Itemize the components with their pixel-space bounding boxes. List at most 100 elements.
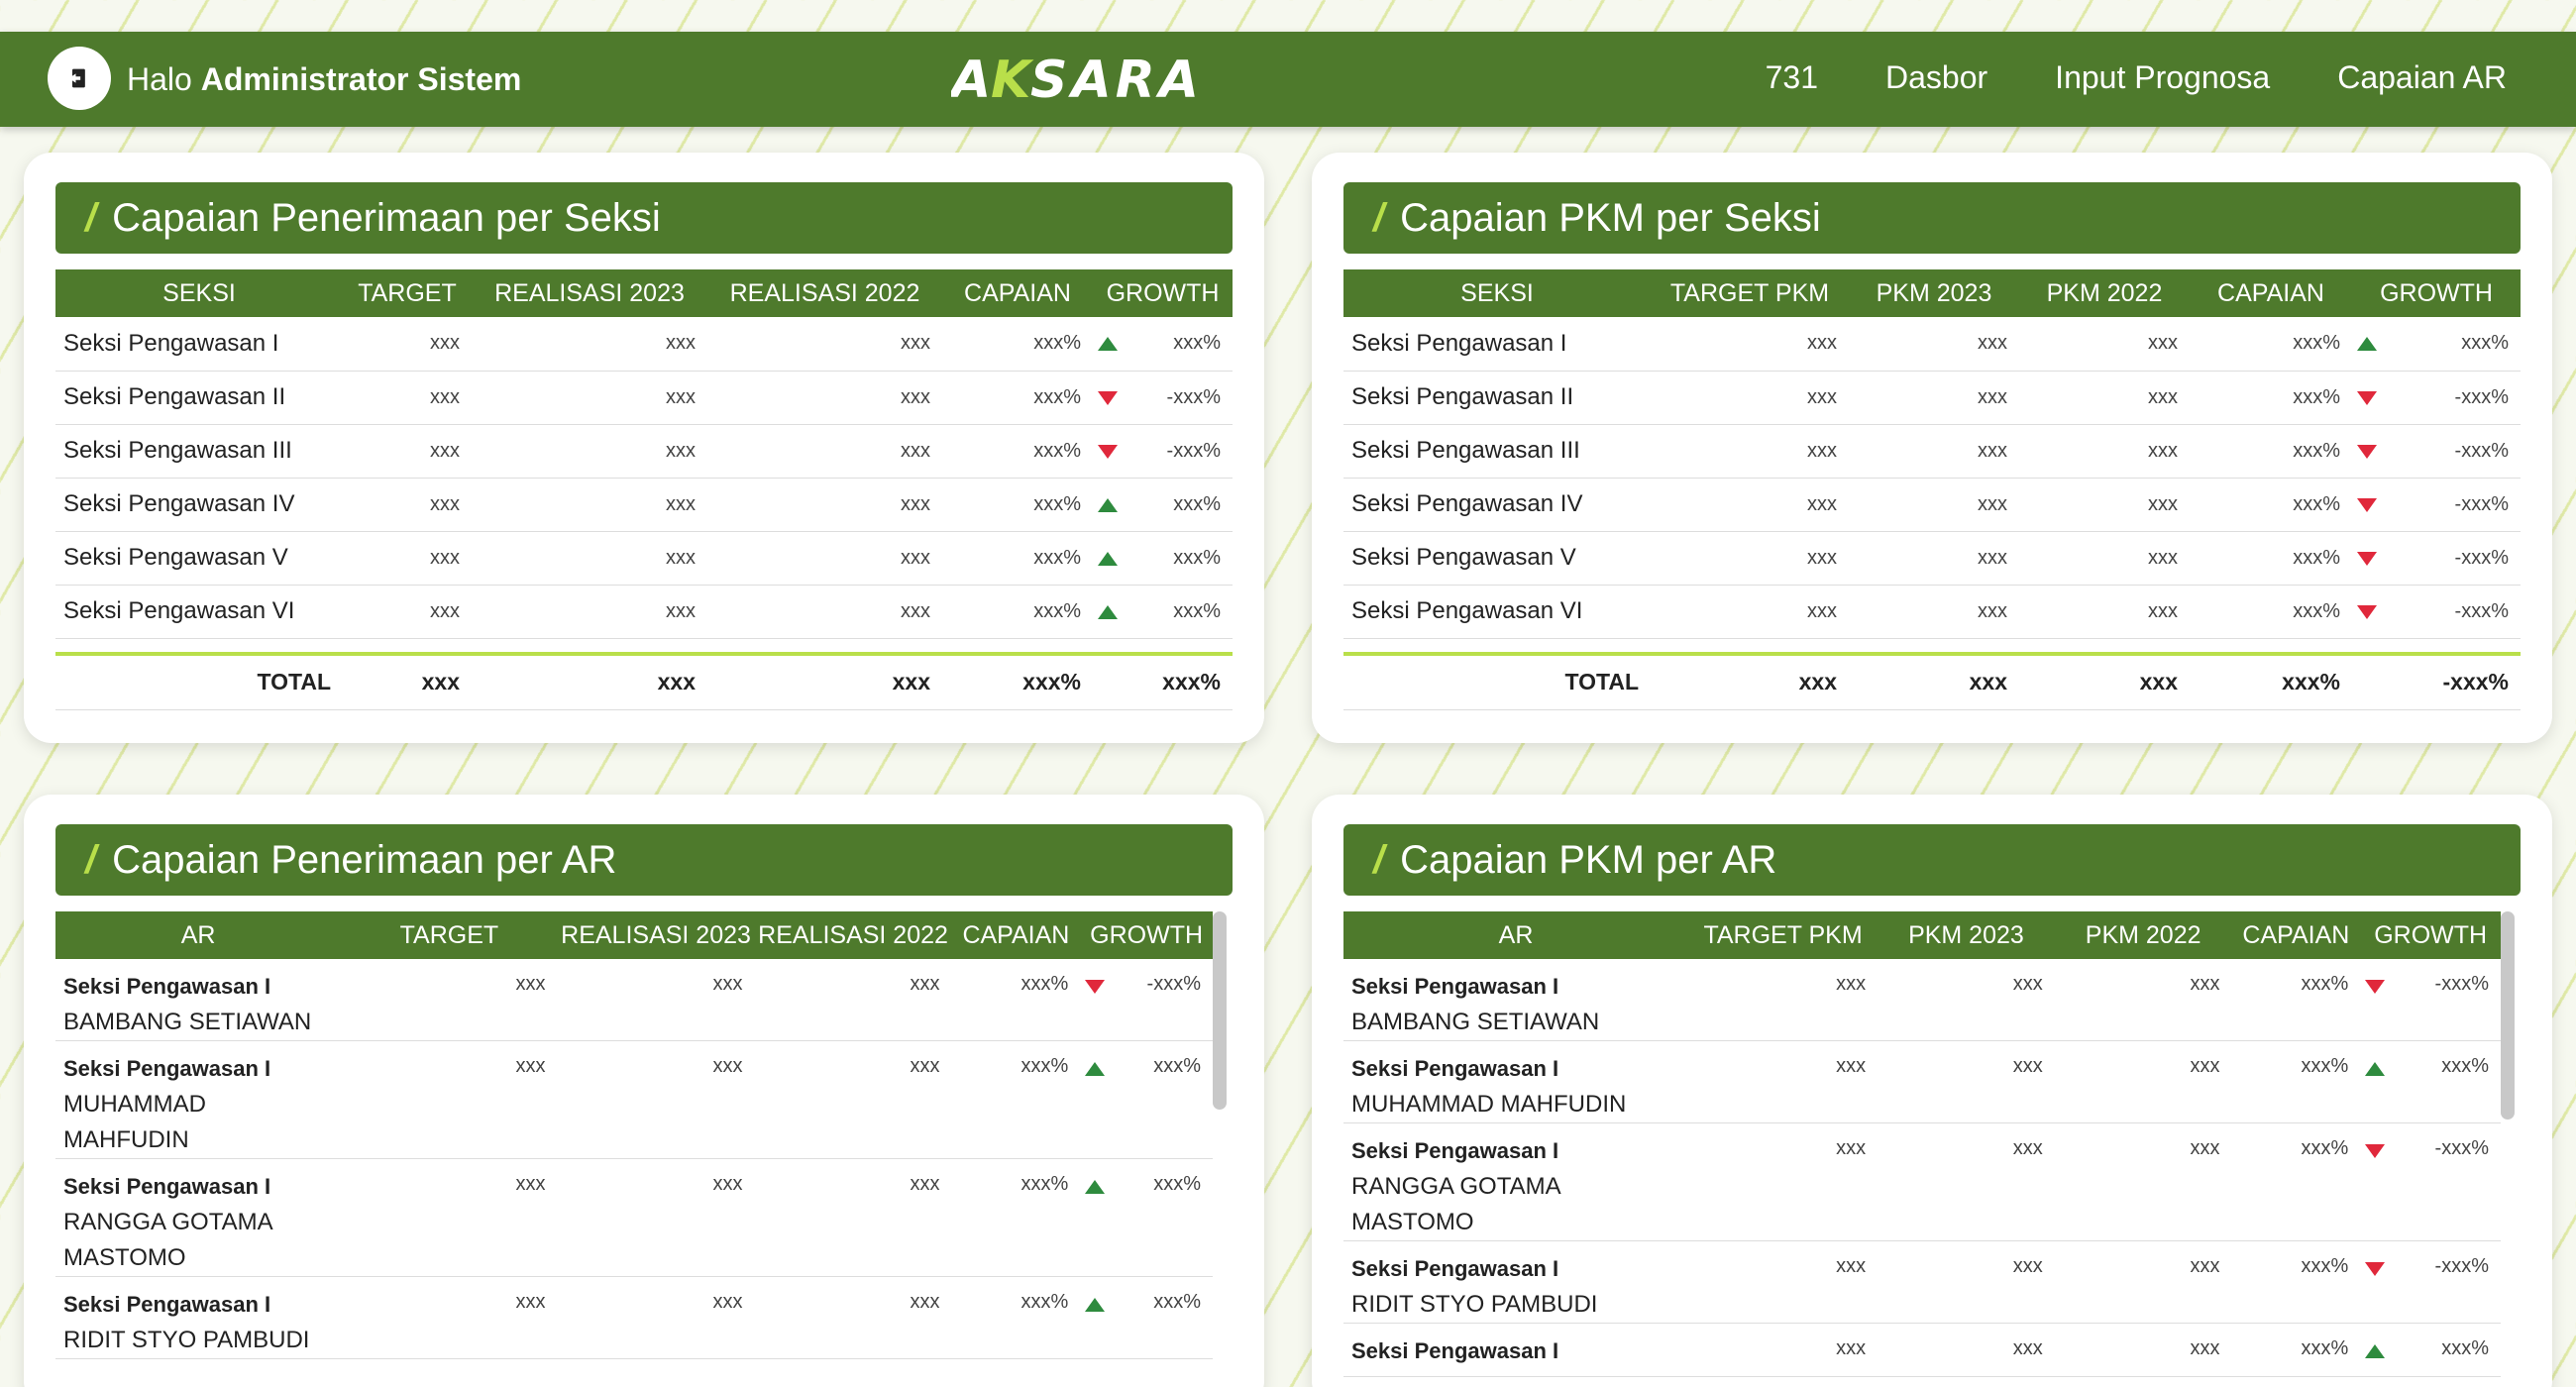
cell-growth: xxx% xyxy=(1123,317,1233,372)
column-header[interactable]: AR xyxy=(1343,911,1689,959)
column-header[interactable]: GROWTH xyxy=(2352,269,2521,317)
column-header[interactable]: PKM 2022 xyxy=(2019,269,2190,317)
column-header[interactable]: GROWTH xyxy=(1080,911,1213,959)
column-header[interactable]: TARGET xyxy=(343,269,472,317)
column-header[interactable]: TARGET PKM xyxy=(1651,269,1849,317)
cell-growth: xxx% xyxy=(1123,478,1233,532)
table-row[interactable]: Seksi Pengawasan I MUHAMMAD MAHFUDIN xxx xx… xyxy=(1343,1040,2501,1123)
column-header[interactable]: CAPAIAN xyxy=(951,911,1081,959)
ar-name: MASTOMO xyxy=(63,1244,186,1271)
table-row[interactable]: Seksi Pengawasan I RIDIT STYO PAMBUDI xxx x… xyxy=(1343,1240,2501,1324)
table-row[interactable]: Seksi Pengawasan IV xxx xxx xxx xxx% xxx% xyxy=(55,478,1233,532)
trend-cell xyxy=(2352,371,2382,425)
cell-growth: -xxx% xyxy=(2382,531,2521,586)
cell-capaian: xxx% xyxy=(2190,585,2352,639)
column-header[interactable]: PKM 2023 xyxy=(1849,269,2019,317)
ar-name-cell: Seksi Pengawasan I RANGGA GOTAMA MASTOMO xyxy=(55,1158,342,1277)
table-row[interactable]: Seksi Pengawasan I RANGGA GOTAMA MASTOMO xx… xyxy=(55,1158,1213,1277)
cell-growth: xxx% xyxy=(1123,585,1233,639)
spacer-row xyxy=(55,638,1233,654)
total-growth: -xxx% xyxy=(2382,652,2521,710)
cell-r1: xxx xyxy=(1878,1040,2055,1123)
cell-r1: xxx xyxy=(1878,1240,2055,1324)
cell-r1: xxx xyxy=(472,531,707,586)
column-header[interactable]: TARGET PKM xyxy=(1688,911,1878,959)
trend-cell xyxy=(1080,1158,1111,1277)
trend-cell xyxy=(2352,585,2382,639)
table-row[interactable]: Seksi Pengawasan I MUHAMMAD MAHFUDIN xxx xxx… xyxy=(55,1040,1213,1159)
trend-cell xyxy=(1080,1276,1111,1359)
seksi-label: Seksi Pengawasan I xyxy=(63,974,271,999)
cell-r1: xxx xyxy=(472,478,707,532)
column-header[interactable]: AR xyxy=(55,911,342,959)
column-header[interactable]: REALISASI 2022 xyxy=(707,269,942,317)
trend-down-icon xyxy=(2365,980,2386,994)
table-row[interactable]: Seksi Pengawasan II xxx xxx xxx xxx% -xxx% xyxy=(1343,371,2521,425)
seksi-label: Seksi Pengawasan I xyxy=(63,1056,271,1081)
table-row[interactable]: Seksi Pengawasan I BAMBANG SETIAWAN xxx xxx… xyxy=(1343,959,2501,1041)
trend-cell xyxy=(1093,371,1123,425)
table-row[interactable]: Seksi Pengawasan III xxx xxx xxx xxx% -xxx% xyxy=(55,424,1233,479)
cell-target: xxx xyxy=(1651,371,1849,425)
nav-item-731[interactable]: 731 xyxy=(1765,59,1819,95)
trend-cell xyxy=(1093,585,1123,639)
column-header[interactable]: PKM 2023 xyxy=(1878,911,2055,959)
column-header[interactable]: SEKSI xyxy=(1343,269,1651,317)
table-row[interactable]: Seksi Pengawasan IV xxx xxx xxx xxx% -xxx% xyxy=(1343,478,2521,532)
column-header[interactable]: REALISASI 2022 xyxy=(754,911,952,959)
cell-r2: xxx xyxy=(754,1158,952,1277)
cell-growth: -xxx% xyxy=(1110,959,1213,1041)
column-header[interactable]: TARGET xyxy=(341,911,558,959)
column-header[interactable]: REALISASI 2023 xyxy=(472,269,707,317)
ar-name: MAHFUDIN xyxy=(63,1126,189,1153)
cell-growth: xxx% xyxy=(1110,1158,1213,1277)
ar-name: MUHAMMAD MAHFUDIN xyxy=(1351,1091,1627,1118)
table-row[interactable]: Seksi Pengawasan VI xxx xxx xxx xxx% -xxx% xyxy=(1343,585,2521,639)
card-title: / Capaian PKM per AR xyxy=(1343,824,2521,896)
total-label: TOTAL xyxy=(55,652,343,710)
cell-target: xxx xyxy=(1651,585,1849,639)
table-row[interactable]: Seksi Pengawasan II xxx xxx xxx xxx% -xxx% xyxy=(55,371,1233,425)
aksara-logo[interactable]: A K SARA xyxy=(951,50,1209,109)
logout-button[interactable] xyxy=(48,47,111,110)
cell-growth: -xxx% xyxy=(2390,1122,2501,1241)
card-title: / Capaian Penerimaan per Seksi xyxy=(55,182,1233,254)
trend-up-icon xyxy=(1098,497,1118,512)
column-header[interactable]: SEKSI xyxy=(55,269,343,317)
nav-item-dasbor[interactable]: Dasbor xyxy=(1885,59,1988,95)
column-header[interactable]: REALISASI 2023 xyxy=(557,911,755,959)
table-row[interactable]: Seksi Pengawasan I RIDIT STYO PAMBUDI xxx x… xyxy=(55,1276,1213,1359)
column-header[interactable]: CAPAIAN xyxy=(2190,269,2352,317)
cell-capaian: xxx% xyxy=(2231,1122,2361,1241)
card-title: / Capaian PKM per Seksi xyxy=(1343,182,2521,254)
ar-name: MASTOMO xyxy=(1351,1209,1474,1235)
column-header[interactable]: PKM 2022 xyxy=(2054,911,2232,959)
table-row[interactable]: Seksi Pengawasan III xxx xxx xxx xxx% -xxx% xyxy=(1343,424,2521,479)
scrollbar[interactable] xyxy=(2501,911,2515,1120)
cell-capaian: xxx% xyxy=(942,478,1093,532)
trend-cell xyxy=(1080,959,1111,1041)
total-target: xxx xyxy=(1651,652,1849,710)
scrollbar[interactable] xyxy=(1213,911,1227,1110)
nav-item-input-prognosa[interactable]: Input Prognosa xyxy=(2055,59,2271,95)
column-header[interactable]: GROWTH xyxy=(2360,911,2501,959)
table-row[interactable]: Seksi Pengawasan VI xxx xxx xxx xxx% xxx% xyxy=(55,585,1233,639)
cell-r1: xxx xyxy=(1849,531,2019,586)
nav-item-capaian-ar[interactable]: Capaian AR xyxy=(2337,59,2507,95)
column-header[interactable]: CAPAIAN xyxy=(942,269,1093,317)
table-row[interactable]: Seksi Pengawasan I BAMBANG SETIAWAN xxx xxx… xyxy=(55,959,1213,1041)
column-header[interactable]: CAPAIAN xyxy=(2231,911,2361,959)
card-title-text: Capaian PKM per AR xyxy=(1400,838,1777,882)
ar-name-cell: Seksi Pengawasan I RIDIT STYO PAMBUDI xyxy=(1343,1240,1689,1324)
column-header[interactable]: GROWTH xyxy=(1093,269,1233,317)
trend-cell xyxy=(1093,424,1123,479)
ar-name: RIDIT STYO PAMBUDI xyxy=(1351,1291,1598,1318)
table-row[interactable]: Seksi Pengawasan I RANGGA GOTAMA MASTOMO xx… xyxy=(1343,1122,2501,1241)
cell-r2: xxx xyxy=(2019,371,2190,425)
header-row: AR TARGET REALISASI 2023 REALISASI 2022 CAPA… xyxy=(55,911,1213,959)
